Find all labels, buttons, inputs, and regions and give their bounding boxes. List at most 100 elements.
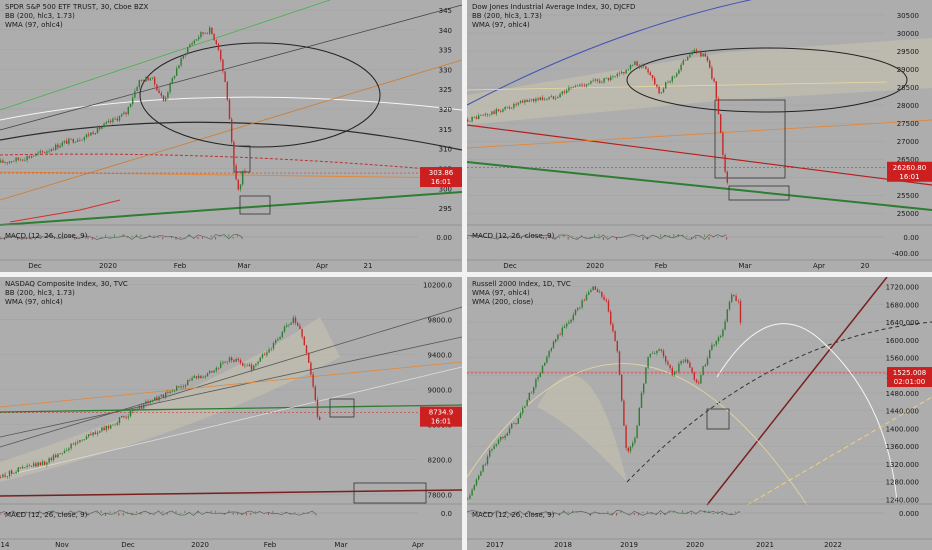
candle-body	[222, 361, 224, 364]
candle-body	[28, 156, 30, 158]
candle-body	[665, 82, 667, 89]
candle-body	[107, 120, 110, 123]
candle-body	[625, 425, 627, 448]
candle-body	[546, 99, 548, 100]
candle-body	[484, 464, 486, 465]
nasdaq-chart-panel[interactable]: MACD (12, 26, close, 9) 10200.0 9800.0 9400…	[0, 277, 462, 550]
candle-body	[220, 363, 222, 368]
candle-body	[63, 450, 66, 453]
rectangle-drawing	[329, 398, 355, 418]
candle-body	[33, 463, 35, 466]
spy-chart-panel[interactable]: MACD (12, 26, close, 9) 345 340 335 330 325 32…	[0, 0, 462, 272]
candle-body	[546, 356, 548, 363]
candle-body	[726, 309, 728, 322]
macd-line	[467, 510, 740, 516]
candle-body	[497, 109, 500, 111]
candle-body	[11, 470, 13, 475]
candle-body	[506, 433, 508, 436]
candle-body	[519, 412, 522, 419]
candle-body	[478, 115, 480, 119]
candle-body	[585, 84, 588, 87]
spy-chart-canvas[interactable]: MACD (12, 26, close, 9) 345 340 335 330 325 32…	[0, 0, 462, 272]
candle-body	[292, 317, 294, 323]
dji-chart-canvas[interactable]: MACD (12, 26, close, 9) 30500 30000 29500 29…	[467, 0, 932, 272]
candle-body	[17, 467, 19, 472]
candle-body	[224, 361, 226, 363]
candle-body	[579, 84, 581, 86]
candle-body	[118, 417, 121, 423]
candle-body	[114, 424, 116, 426]
candle-body	[184, 54, 187, 56]
candle-body	[467, 498, 469, 500]
candle-body	[566, 323, 568, 327]
price-tick-label: 8200.0	[428, 456, 453, 464]
candle-body	[145, 401, 147, 405]
candle-body	[629, 446, 632, 452]
candle-body	[191, 378, 193, 381]
horizontal-divider[interactable]	[0, 272, 932, 277]
russell-chart-canvas[interactable]: MACD (12, 26, close, 9) 1720.000 1680.000 1…	[467, 277, 932, 550]
candle-body	[654, 78, 656, 85]
candle-body	[74, 442, 77, 445]
candle-body	[22, 159, 24, 161]
price-tick-label: 1640.000	[886, 319, 919, 327]
candle-body	[209, 371, 211, 374]
candle-body	[202, 377, 204, 379]
candle-body	[530, 392, 533, 394]
candle-body	[497, 439, 500, 444]
time-tick-label: 2020	[191, 541, 209, 549]
candle-body	[116, 422, 118, 425]
trend-line	[0, 306, 462, 448]
candle-body	[673, 76, 676, 78]
dji-chart-panel[interactable]: MACD (12, 26, close, 9) 30500 30000 29500 29…	[467, 0, 932, 272]
candle-body	[301, 328, 303, 337]
candle-body	[634, 61, 636, 65]
candle-body	[253, 365, 255, 370]
candle-body	[195, 376, 198, 378]
candle-body	[676, 73, 678, 77]
macd-tick-label: 0.00	[903, 234, 919, 242]
candle-body	[250, 364, 253, 370]
trend-line	[0, 336, 462, 438]
candle-body	[561, 327, 563, 336]
candle-body	[629, 64, 632, 70]
candle-body	[671, 76, 673, 82]
nasdaq-chart-canvas[interactable]: MACD (12, 26, close, 9) 10200.0 9800.0 9400…	[0, 277, 462, 550]
candle-body	[563, 91, 566, 93]
candle-body	[244, 170, 246, 172]
candle-body	[480, 115, 482, 116]
candle-body	[15, 471, 17, 474]
candle-body	[213, 34, 215, 41]
candle-body	[13, 473, 15, 475]
candle-body	[314, 386, 316, 400]
candle-body	[90, 434, 92, 436]
candle-body	[596, 79, 599, 81]
macd-line	[467, 234, 727, 240]
candle-body	[665, 356, 667, 362]
candle-body	[581, 84, 583, 86]
candle-body	[101, 126, 103, 129]
price-tick-label: 340	[439, 27, 452, 35]
candle-body	[739, 301, 742, 323]
russell-chart-panel[interactable]: MACD (12, 26, close, 9) 1720.000 1680.000 1…	[467, 277, 932, 550]
candle-body	[533, 99, 535, 102]
price-tick-label: 1720.000	[886, 284, 919, 292]
candle-body	[96, 126, 99, 134]
candle-body	[612, 324, 614, 332]
candle-body	[559, 93, 561, 98]
candle-body	[678, 363, 680, 372]
price-tick-label: 9000.0	[428, 387, 453, 395]
candle-body	[469, 495, 471, 499]
candle-body	[255, 363, 257, 366]
candle-body	[88, 434, 90, 437]
candle-body	[19, 467, 22, 469]
candle-body	[689, 54, 691, 58]
candle-body	[480, 471, 482, 476]
candle-body	[239, 360, 242, 364]
candle-body	[24, 160, 26, 161]
candle-body	[281, 331, 283, 337]
candle-body	[590, 81, 592, 84]
macd-line	[0, 234, 243, 240]
candle-body	[235, 165, 237, 180]
trend-line	[467, 0, 753, 106]
